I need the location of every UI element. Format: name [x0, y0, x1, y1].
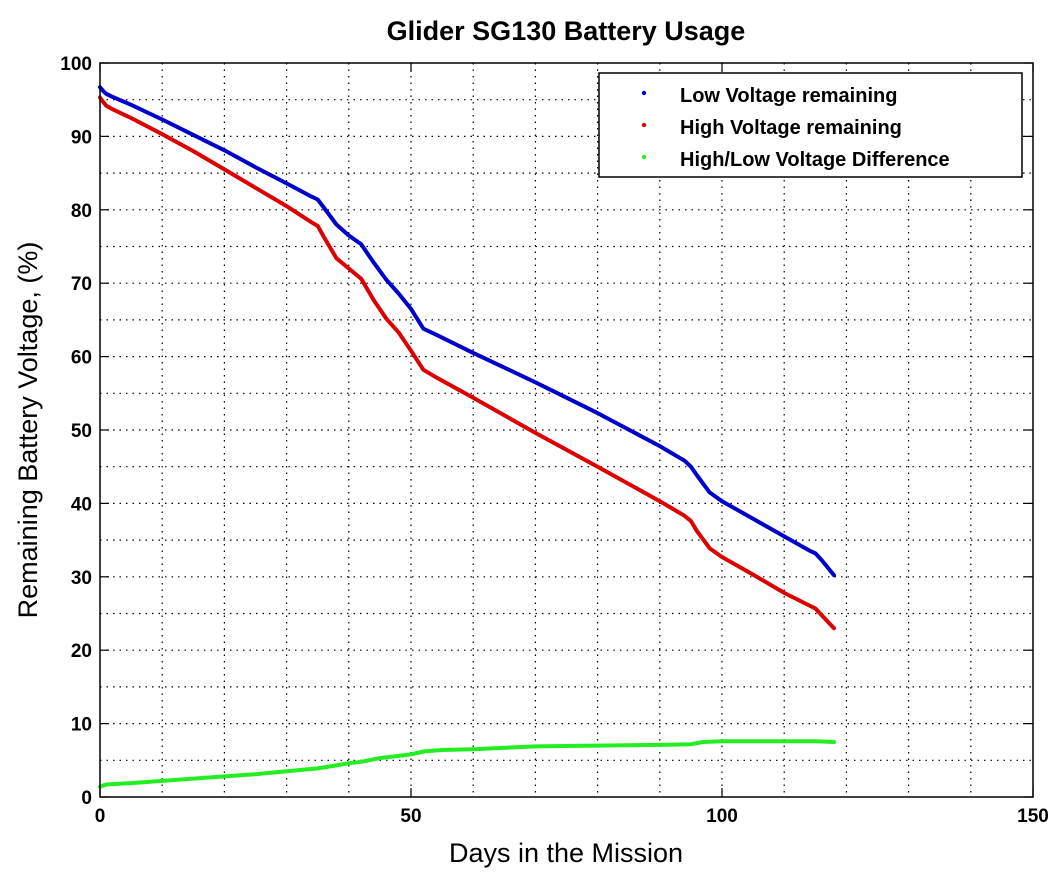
y-tick-label: 40 — [71, 494, 92, 515]
y-tick-label: 70 — [71, 274, 92, 295]
x-tick-label: 150 — [1017, 806, 1049, 827]
chart-title: Glider SG130 Battery Usage — [387, 16, 746, 46]
x-tick-label: 50 — [400, 806, 421, 827]
series-line-1 — [98, 85, 836, 578]
y-tick-label: 10 — [71, 715, 92, 736]
y-tick-label: 90 — [71, 127, 92, 148]
x-tick-label: 0 — [95, 806, 106, 827]
legend-entry-label: Low Voltage remaining — [680, 85, 897, 107]
plot-frame — [99, 62, 1034, 798]
axis-ticks: 0 50 100 150 0 10 20 30 40 50 60 70 80 90 100 — [60, 54, 1049, 827]
legend-box — [598, 72, 1023, 178]
y-tick-label: 80 — [71, 201, 92, 222]
x-axis-label: Days in the Mission — [449, 838, 683, 868]
y-tick-label: 50 — [71, 421, 92, 442]
y-tick-label: 30 — [71, 568, 92, 589]
y-tick-label: 0 — [81, 788, 92, 809]
series-line-2 — [98, 95, 836, 631]
legend-marker — [641, 154, 647, 160]
series-line-3 — [98, 739, 836, 789]
legend-entry-label: High/Low Voltage Difference — [680, 149, 950, 171]
y-tick-label: 100 — [60, 54, 92, 75]
series-group — [98, 85, 836, 789]
legend-marker — [641, 122, 647, 128]
x-tick-label: 100 — [706, 806, 738, 827]
legend-entry-label: High Voltage remaining — [680, 117, 902, 139]
y-tick-label: 60 — [71, 348, 92, 369]
grid — [100, 63, 1033, 797]
legend: Low Voltage remaining High Voltage remain… — [598, 72, 1023, 178]
y-tick-label: 20 — [71, 641, 92, 662]
y-axis-label: Remaining Battery Voltage, (%) — [13, 242, 43, 619]
legend-marker — [641, 90, 647, 96]
